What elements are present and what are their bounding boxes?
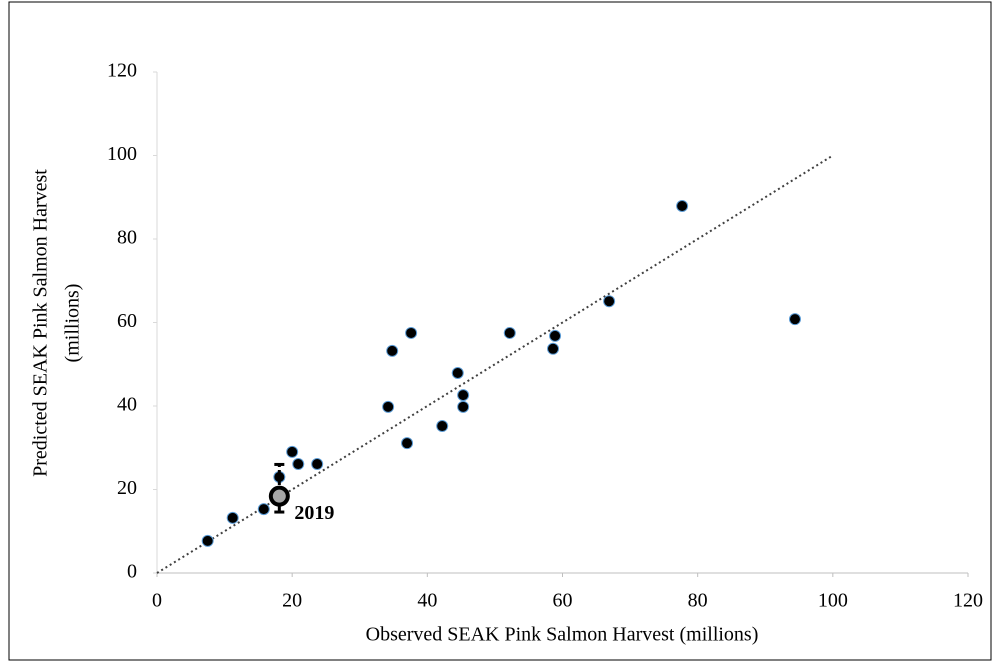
reference-line bbox=[156, 154, 834, 574]
point bbox=[457, 389, 470, 402]
point bbox=[311, 458, 324, 471]
y-tick-label: 60 bbox=[117, 310, 137, 332]
point bbox=[401, 437, 414, 450]
point bbox=[547, 342, 560, 355]
point bbox=[451, 367, 464, 380]
y-tick-label: 120 bbox=[107, 60, 137, 82]
x-tick-label: 120 bbox=[953, 590, 983, 612]
y-axis-label: (millions) bbox=[62, 284, 84, 363]
y-tick-label: 100 bbox=[107, 143, 137, 165]
point bbox=[405, 326, 418, 339]
forecast-point bbox=[268, 485, 290, 507]
y-tick-label: 40 bbox=[117, 394, 137, 416]
y-axis-label: Predicted SEAK Pink Salmon Harvest bbox=[30, 169, 52, 477]
chart-frame bbox=[8, 1, 992, 661]
point bbox=[676, 200, 689, 213]
y-tick-label: 20 bbox=[117, 477, 137, 499]
x-axis-label: Observed SEAK Pink Salmon Harvest (milli… bbox=[366, 624, 759, 646]
x-tick-label: 40 bbox=[417, 590, 437, 612]
y-tick-label: 80 bbox=[117, 227, 137, 249]
point bbox=[226, 511, 239, 524]
x-tick-label: 60 bbox=[553, 590, 573, 612]
x-tick-label: 100 bbox=[818, 590, 848, 612]
point bbox=[292, 458, 305, 471]
point bbox=[201, 534, 214, 547]
point bbox=[457, 400, 470, 413]
point bbox=[257, 503, 270, 516]
x-tick-label: 20 bbox=[282, 590, 302, 612]
forecast-label: 2019 bbox=[294, 502, 334, 524]
point bbox=[549, 329, 562, 342]
point bbox=[436, 420, 449, 433]
point bbox=[503, 326, 516, 339]
y-tick-label: 0 bbox=[127, 561, 137, 583]
point bbox=[286, 445, 299, 458]
x-tick-label: 0 bbox=[152, 590, 162, 612]
x-tick-label: 80 bbox=[688, 590, 708, 612]
point bbox=[603, 295, 616, 308]
point bbox=[386, 344, 399, 357]
point bbox=[788, 313, 801, 326]
point bbox=[382, 400, 395, 413]
